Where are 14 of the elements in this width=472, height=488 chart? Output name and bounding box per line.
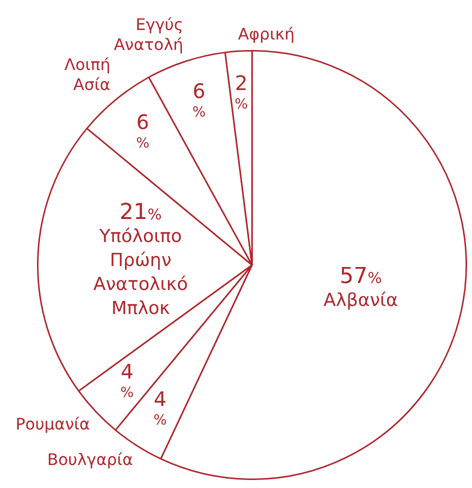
data-label: 57% [340,264,382,290]
data-label: 4% [154,386,167,428]
slice-label: Υπόλοιπο Πρώην Ανατολικό Μπλοκ [93,226,188,320]
slice-label: Ρουμανία [16,414,90,434]
slice-label: Λοιπή Ασία [64,54,110,94]
data-label: 6% [136,110,150,152]
slice-label: Βουλγαρία [47,450,133,469]
data-label: 4% [120,360,134,401]
slice-label: Αφρική [238,24,295,44]
data-label: 21% [120,200,162,226]
data-label: 6% [192,79,206,121]
slice-label: Αλβανία [324,290,398,311]
slice-label: Εγγύς Ανατολή [114,14,184,54]
data-label: 2% [234,71,248,113]
